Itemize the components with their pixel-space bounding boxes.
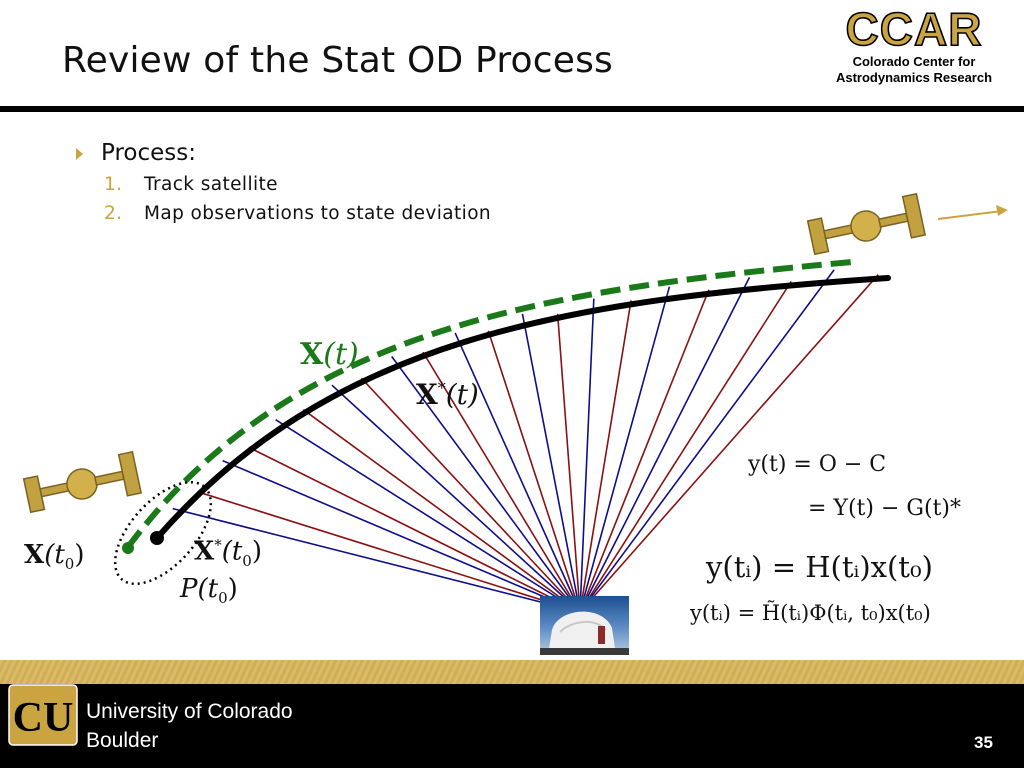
label-close: ) [74,540,85,570]
label-star: * [214,536,222,554]
equation-mapping: y(tᵢ) = H(tᵢ)x(t₀) [706,550,933,584]
observation-line [422,351,581,613]
title-divider [0,106,1024,112]
page-number: 35 [974,733,993,752]
observation-line [579,276,751,613]
equation-mapping-stm: y(tᵢ) = H̃(tᵢ)Φ(tᵢ, t₀)x(t₀) [690,601,931,625]
covariance-label: P(t0) [180,574,238,607]
label-close: ) [227,574,238,604]
observation-line [360,377,581,613]
university-line2: Boulder [86,729,159,752]
ccar-logo: CCAR Colorado Center for Astrodynamics R… [812,3,1016,86]
list-item-number: 1. [104,174,123,195]
bullet-list: Process: 1. Track satellite 2. Map observa… [76,140,491,232]
cu-logo-letters: CU [13,695,74,741]
observation-line [487,330,581,613]
slide-title: Review of the Stat OD Process [62,40,614,81]
label-argument: (t) [445,378,479,411]
list-item-text: Track satellite [144,174,278,195]
observation-line [521,313,581,613]
observation-line [275,419,581,613]
list-item-text: Map observations to state deviation [144,203,492,224]
label-symbol: P [180,574,198,604]
bullet-arrow-icon [76,148,83,160]
ccar-logo-line2: Astrodynamics Research [835,70,993,85]
observation-line [579,269,835,613]
observation-line [302,409,581,613]
observation-line [579,298,595,613]
observation-line [197,490,581,613]
observation-line [579,289,710,613]
label-symbol: X [300,337,324,372]
observation-line [331,384,581,613]
footer-bar [0,684,1024,768]
observation-line [222,459,581,613]
equation-residual-expanded: = Y(t) − G(t)* [808,496,961,521]
observation-lines [172,269,879,613]
label-symbol: X [416,378,438,411]
satellite-icon [22,450,143,514]
list-item-number: 2. [104,203,123,224]
list-item: 2. Map observations to state deviation [104,203,491,224]
reference-trajectory [154,275,891,541]
label-subscript: 0 [242,551,252,570]
label-argument: (t [221,536,243,567]
velocity-arrow-icon [937,205,1008,220]
observation-line [579,286,671,613]
true-trajectory [125,259,853,549]
cu-logo-icon: CU [8,684,78,746]
label-star: * [437,378,446,398]
ground-station-image [540,596,629,655]
label-argument: (t) [323,337,359,372]
observation-line [579,300,632,613]
observation-line [172,507,581,613]
label-subscript: 0 [218,589,228,608]
true-trajectory-label: X(t) [300,337,359,372]
label-close: ) [251,536,262,567]
observation-line [556,313,581,613]
reference-trajectory-label: X*(t) [416,378,479,411]
observation-line [579,274,879,613]
label-symbol: X [24,540,45,570]
observation-line [454,332,581,613]
list-item: 1. Track satellite [104,174,491,195]
satellite-icon [806,192,927,256]
ccar-logo-line1: Colorado Center for [852,54,976,69]
bullet-main-text: Process: [101,140,196,166]
equation-residual: y(t) = O − C [748,452,887,477]
reference-initial-state-dot [150,531,164,545]
true-initial-state-label: X(t0) [24,540,84,573]
label-subscript: 0 [64,555,75,574]
covariance-ellipse [113,480,213,586]
ccar-logo-word: CCAR [845,3,983,55]
observation-line [248,446,581,613]
label-argument: (t [197,574,219,604]
university-name: University of Colorado Boulder [86,697,293,755]
numbered-list: 1. Track satellite 2. Map observations to … [104,174,491,224]
observation-line [391,356,581,613]
university-line1: University of Colorado [86,700,293,723]
reference-initial-state-label: X*(t0) [194,536,262,570]
footer-gold-band [0,660,1024,684]
label-symbol: X [194,536,215,567]
label-argument: (t [44,540,65,570]
true-initial-state-dot [122,542,134,554]
observation-line [579,280,792,613]
bullet-main: Process: [76,140,491,166]
